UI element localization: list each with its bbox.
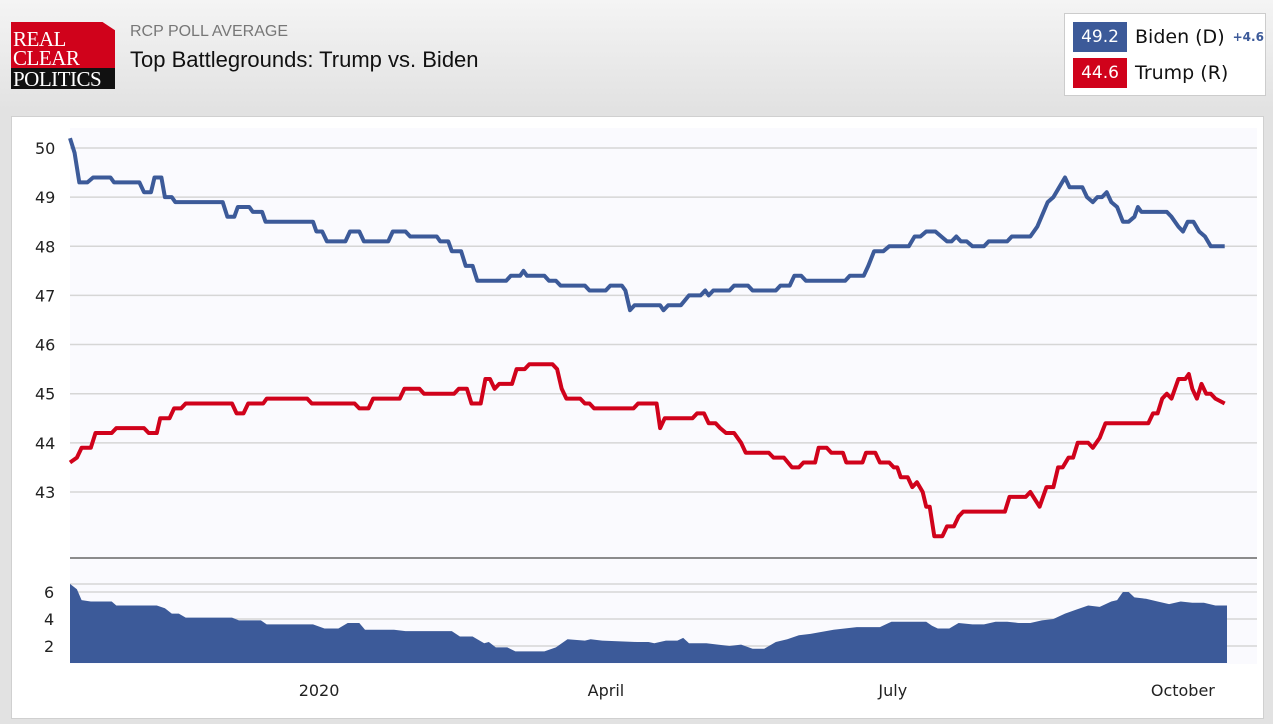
y-tick-label: 47 — [35, 286, 55, 305]
legend-value-biden: 49.2 — [1073, 22, 1127, 52]
series-line-biden — [68, 137, 1225, 313]
legend-item-biden[interactable]: 49.2 Biden (D) +4.6 — [1073, 22, 1264, 52]
series-line-trump — [68, 362, 1226, 539]
logo-red-block — [11, 22, 115, 68]
spread-y-tick-label: 6 — [44, 583, 54, 602]
y-tick-label: 43 — [35, 483, 55, 502]
x-tick-label-2020: 2020 — [299, 681, 340, 700]
legend-spread: +4.6 — [1232, 30, 1264, 44]
legend-item-trump[interactable]: 44.6 Trump (R) — [1073, 58, 1228, 88]
y-tick-label: 49 — [35, 188, 55, 207]
y-tick-label: 48 — [35, 237, 55, 256]
spread-area — [70, 583, 1227, 663]
x-tick-label-july: July — [877, 681, 907, 700]
chart-subtitle: RCP POLL AVERAGE — [130, 23, 288, 40]
legend: 49.2 Biden (D) +4.6 44.6 Trump (R) — [1064, 13, 1266, 96]
legend-name-trump: Trump (R) — [1135, 62, 1229, 84]
spread-y-tick-label: 2 — [44, 637, 54, 656]
x-tick-label-april: April — [588, 681, 625, 700]
y-tick-label: 50 — [35, 139, 55, 158]
plot-background — [70, 128, 1257, 664]
logo-line-1: REAL — [13, 27, 66, 51]
logo-line-3: POLITICS — [13, 67, 102, 91]
y-tick-label: 46 — [35, 336, 55, 355]
spread-y-tick-label: 4 — [44, 610, 54, 629]
rcp-logo[interactable]: REAL CLEAR POLITICS — [11, 22, 115, 91]
logo-black-block — [11, 68, 115, 89]
y-tick-label: 44 — [35, 434, 55, 453]
chart-title: Top Battlegrounds: Trump vs. Biden — [130, 47, 479, 72]
legend-value-trump: 44.6 — [1073, 58, 1127, 88]
y-tick-label: 45 — [35, 385, 55, 404]
x-tick-label-october: October — [1151, 681, 1215, 700]
logo-line-2: CLEAR — [13, 46, 80, 70]
legend-name-biden: Biden (D) — [1135, 26, 1225, 48]
